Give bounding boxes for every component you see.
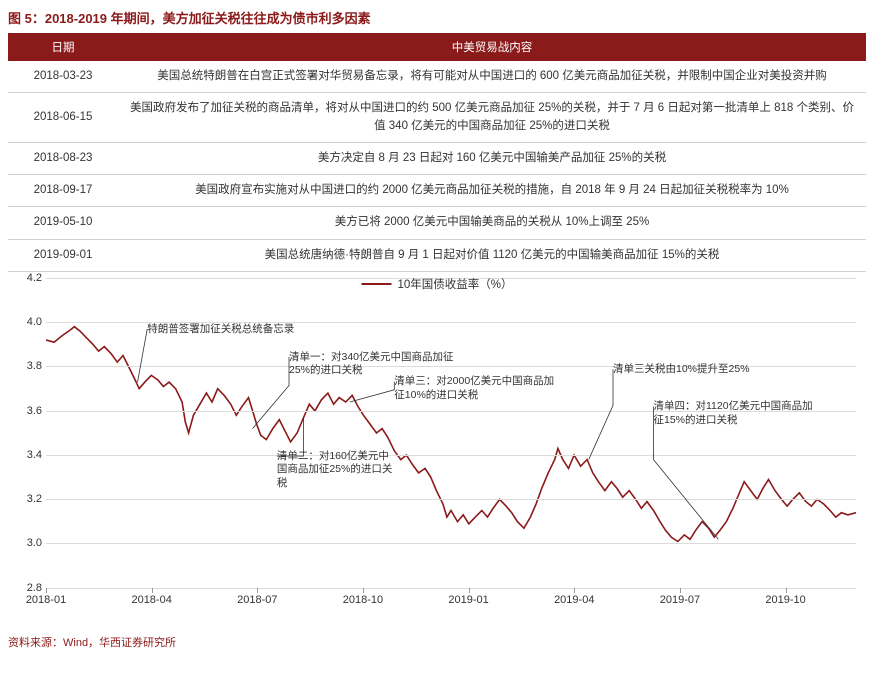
table-row: 2018-08-23美方决定自 8 月 23 日起对 160 亿美元中国输美产品… bbox=[8, 142, 866, 174]
x-tick-mark bbox=[469, 588, 470, 593]
x-tick-mark bbox=[46, 588, 47, 593]
plot-region: 特朗普签署加征关税总统备忘录清单一：对340亿美元中国商品加征25%的进口关税清… bbox=[46, 278, 856, 588]
x-tick-label: 2019-04 bbox=[554, 594, 594, 606]
table-row: 2019-09-01美国总统唐纳德·特朗普自 9 月 1 日起对价值 1120 … bbox=[8, 239, 866, 271]
grid-line bbox=[46, 543, 856, 544]
chart-annotation: 清单四：对1120亿美元中国商品加征15%的进口关税 bbox=[654, 400, 813, 427]
grid-line bbox=[46, 455, 856, 456]
cell-date: 2018-08-23 bbox=[8, 142, 118, 174]
cell-content: 美国总统特朗普在白宫正式签署对华贸易备忘录，将有可能对从中国进口的 600 亿美… bbox=[118, 61, 866, 93]
table-row: 2018-03-23美国总统特朗普在白宫正式签署对华贸易备忘录，将有可能对从中国… bbox=[8, 61, 866, 93]
x-tick-label: 2019-07 bbox=[660, 594, 700, 606]
y-tick-label: 4.2 bbox=[27, 272, 42, 284]
y-axis: 2.83.03.23.43.63.84.04.2 bbox=[8, 278, 46, 588]
cell-date: 2019-05-10 bbox=[8, 207, 118, 239]
cell-content: 美方决定自 8 月 23 日起对 160 亿美元中国输美产品加征 25%的关税 bbox=[118, 142, 866, 174]
chart-area: 10年国债收益率（%） 2.83.03.23.43.63.84.04.2 特朗普… bbox=[8, 278, 866, 628]
chart-annotation: 清单二：对160亿美元中国商品加征25%的进口关税 bbox=[277, 450, 393, 491]
events-table: 日期 中美贸易战内容 2018-03-23美国总统特朗普在白宫正式签署对华贸易备… bbox=[8, 33, 866, 272]
x-tick-label: 2018-01 bbox=[26, 594, 66, 606]
chart-annotation: 清单一：对340亿美元中国商品加征25%的进口关税 bbox=[289, 351, 454, 378]
x-tick-mark bbox=[680, 588, 681, 593]
chart-annotation: 特朗普签署加征关税总统备忘录 bbox=[147, 323, 294, 337]
x-tick-mark bbox=[257, 588, 258, 593]
grid-line bbox=[46, 499, 856, 500]
x-tick-mark bbox=[574, 588, 575, 593]
cell-content: 美国政府宣布实施对从中国进口的约 2000 亿美元商品加征关税的措施，自 201… bbox=[118, 175, 866, 207]
table-body: 2018-03-23美国总统特朗普在白宫正式签署对华贸易备忘录，将有可能对从中国… bbox=[8, 61, 866, 271]
table-header: 日期 中美贸易战内容 bbox=[8, 33, 866, 61]
table-row: 2018-09-17美国政府宣布实施对从中国进口的约 2000 亿美元商品加征关… bbox=[8, 175, 866, 207]
figure-container: 图 5：2018-2019 年期间，美方加征关税往往成为债市利多因素 日期 中美… bbox=[0, 0, 874, 660]
x-tick-label: 2018-07 bbox=[237, 594, 277, 606]
col-date: 日期 bbox=[8, 33, 118, 61]
col-content: 中美贸易战内容 bbox=[118, 33, 866, 61]
x-axis: 2018-012018-042018-072018-102019-012019-… bbox=[46, 588, 856, 618]
chart-annotation: 清单三关税由10%提升至25% bbox=[613, 363, 750, 377]
y-tick-label: 3.2 bbox=[27, 493, 42, 505]
x-tick-label: 2018-04 bbox=[131, 594, 171, 606]
x-tick-mark bbox=[152, 588, 153, 593]
y-tick-label: 4.0 bbox=[27, 316, 42, 328]
x-tick-label: 2019-10 bbox=[765, 594, 805, 606]
figure-source: 资料来源：Wind，华西证券研究所 bbox=[8, 628, 866, 652]
chart-annotation: 清单三：对2000亿美元中国商品加征10%的进口关税 bbox=[394, 375, 554, 402]
chart-legend: 10年国债收益率（%） bbox=[361, 276, 512, 292]
cell-content: 美国政府发布了加征关税的商品清单，将对从中国进口的约 500 亿美元商品加征 2… bbox=[118, 93, 866, 143]
y-tick-label: 3.0 bbox=[27, 537, 42, 549]
x-tick-mark bbox=[786, 588, 787, 593]
cell-date: 2018-03-23 bbox=[8, 61, 118, 93]
cell-date: 2018-09-17 bbox=[8, 175, 118, 207]
cell-date: 2018-06-15 bbox=[8, 93, 118, 143]
cell-content: 美方已将 2000 亿美元中国输美商品的关税从 10%上调至 25% bbox=[118, 207, 866, 239]
y-tick-label: 3.8 bbox=[27, 360, 42, 372]
y-tick-label: 3.4 bbox=[27, 449, 42, 461]
y-tick-label: 3.6 bbox=[27, 405, 42, 417]
y-tick-label: 2.8 bbox=[27, 582, 42, 594]
x-tick-label: 2019-01 bbox=[448, 594, 488, 606]
legend-label: 10年国债收益率（%） bbox=[397, 276, 512, 292]
table-row: 2019-05-10美方已将 2000 亿美元中国输美商品的关税从 10%上调至… bbox=[8, 207, 866, 239]
x-tick-label: 2018-10 bbox=[343, 594, 383, 606]
figure-title: 图 5：2018-2019 年期间，美方加征关税往往成为债市利多因素 bbox=[8, 4, 866, 33]
cell-content: 美国总统唐纳德·特朗普自 9 月 1 日起对价值 1120 亿美元的中国输美商品… bbox=[118, 239, 866, 271]
table-row: 2018-06-15美国政府发布了加征关税的商品清单，将对从中国进口的约 500… bbox=[8, 93, 866, 143]
x-tick-mark bbox=[363, 588, 364, 593]
cell-date: 2019-09-01 bbox=[8, 239, 118, 271]
legend-swatch bbox=[361, 283, 391, 285]
